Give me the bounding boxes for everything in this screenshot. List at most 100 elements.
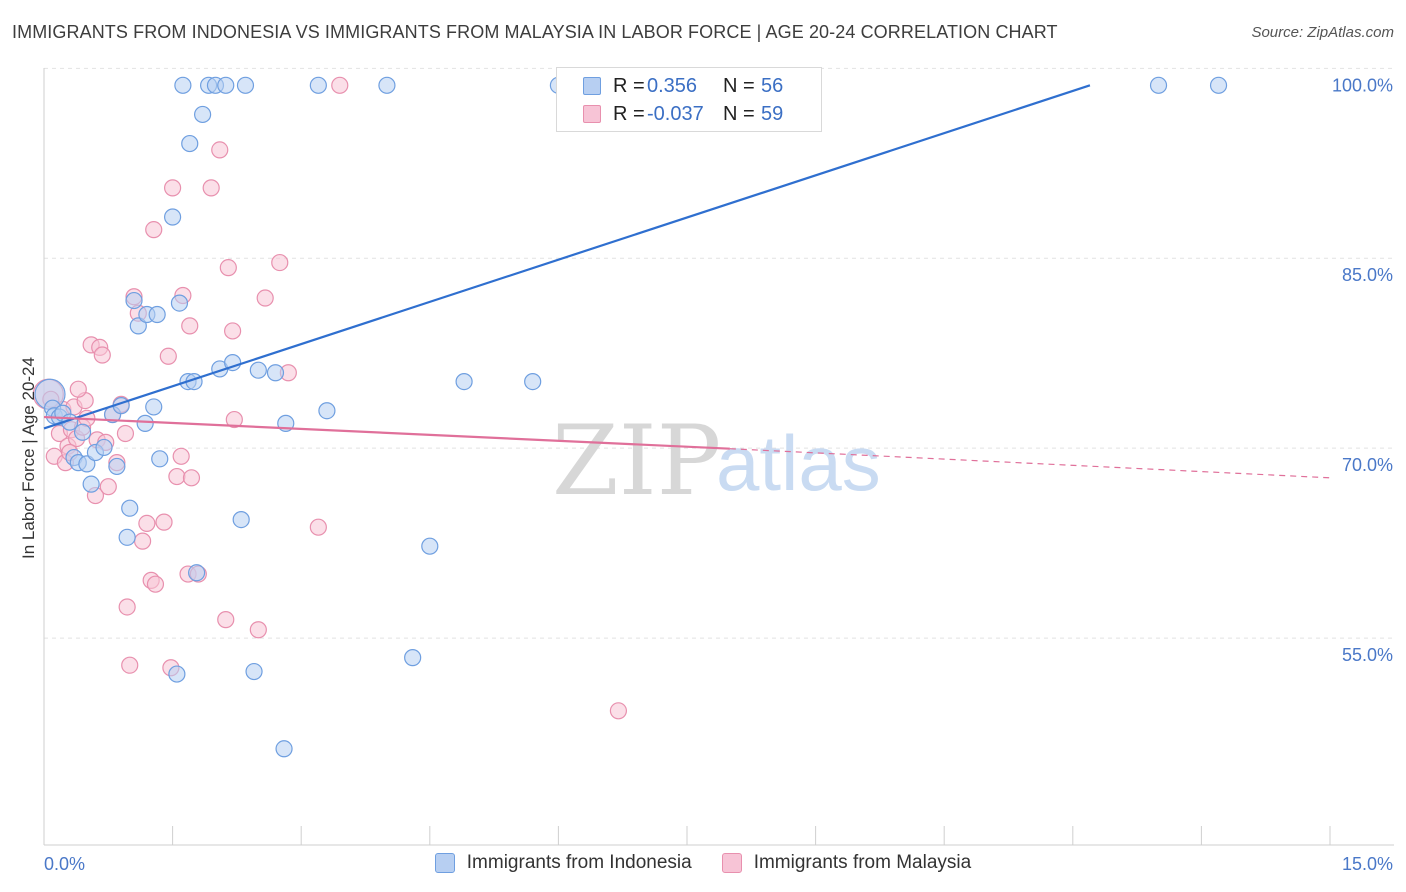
indonesia-point <box>524 372 542 391</box>
gridlines <box>44 67 1394 639</box>
malaysia-point <box>181 317 199 335</box>
indonesia-point <box>249 361 267 379</box>
y-tick-label: 70.0% <box>1342 455 1393 475</box>
malaysia-point <box>172 447 190 465</box>
malaysia-point <box>146 575 165 593</box>
r-value: -0.037 <box>647 102 704 125</box>
y-tick-label: 85.0% <box>1342 265 1393 285</box>
n-label: N = <box>723 102 755 125</box>
indonesia-point <box>309 76 327 94</box>
n-label: N = <box>723 74 755 97</box>
series-legend: Immigrants from Indonesia Immigrants fro… <box>0 852 1406 874</box>
indonesia-point <box>170 294 189 312</box>
malaysia-point <box>331 76 349 94</box>
indonesia-point <box>217 76 235 94</box>
malaysia-point <box>145 221 163 239</box>
malaysia-swatch <box>583 105 601 123</box>
malaysia-trend-line <box>43 415 730 450</box>
malaysia-point <box>164 179 182 197</box>
chart-title: IMMIGRANTS FROM INDONESIA VS IMMIGRANTS … <box>12 22 1058 42</box>
malaysia-point <box>168 467 186 486</box>
r-label: R = <box>613 74 645 97</box>
watermark: ZIP atlas <box>552 405 881 517</box>
ticks: 55.0% 70.0% 85.0% 100.0% 0.0% 15.0% <box>43 75 1393 874</box>
legend-item-malaysia[interactable]: Immigrants from Malaysia <box>721 852 972 874</box>
indonesia-point <box>378 76 396 94</box>
malaysia-point <box>182 469 201 487</box>
malaysia-point <box>225 410 243 429</box>
indonesia-point <box>224 354 242 372</box>
indonesia-point <box>1149 76 1168 94</box>
indonesia-point <box>164 208 182 226</box>
malaysia-trend-extension <box>729 448 1331 479</box>
y-tick-label: 55.0% <box>1342 645 1393 665</box>
malaysia-point <box>69 380 87 398</box>
indonesia-point <box>78 455 96 473</box>
legend-row-malaysia: R = -0.037 N = 59 <box>583 100 783 128</box>
indonesia-point <box>168 665 186 683</box>
malaysia-point <box>609 702 628 720</box>
indonesia-point <box>421 537 439 555</box>
malaysia-point <box>224 322 242 340</box>
series-malaysia-points <box>32 76 628 720</box>
indonesia-point <box>145 398 163 416</box>
legend-row-indonesia: R = 0.356 N = 56 <box>583 72 783 100</box>
indonesia-point <box>148 305 166 324</box>
indonesia-point <box>318 402 336 420</box>
malaysia-point <box>116 424 135 443</box>
indonesia-point <box>232 511 250 529</box>
trend-lines <box>43 84 1331 479</box>
malaysia-point <box>249 621 267 639</box>
series-indonesia-points <box>34 76 1228 758</box>
malaysia-point <box>256 289 274 307</box>
stats-legend: R = 0.356 N = 56 R = -0.037 N = 59 <box>556 67 822 132</box>
y-tick-label: 100.0% <box>1332 75 1393 95</box>
x-tick-label: 0.0% <box>44 854 85 874</box>
indonesia-point <box>236 76 255 94</box>
malaysia-point <box>155 513 173 531</box>
indonesia-point <box>125 291 143 310</box>
indonesia-point <box>136 414 154 432</box>
indonesia-point <box>118 528 136 546</box>
indonesia-point <box>188 564 206 582</box>
legend-item-indonesia[interactable]: Immigrants from Indonesia <box>434 852 692 874</box>
malaysia-point <box>159 347 177 365</box>
malaysia-point <box>202 179 220 197</box>
malaysia-point <box>93 346 111 364</box>
x-tick-label: 15.0% <box>1342 854 1393 874</box>
r-value: 0.356 <box>647 74 698 97</box>
indonesia-point <box>455 372 473 391</box>
source-label: Source: ZipAtlas.com <box>1251 24 1394 41</box>
indonesia-point <box>266 364 285 382</box>
axes <box>43 68 1394 846</box>
indonesia-legend-swatch <box>434 853 455 873</box>
malaysia-point <box>211 141 229 159</box>
malaysia-point <box>121 656 139 674</box>
indonesia-point <box>404 649 422 667</box>
malaysia-point <box>138 514 156 533</box>
indonesia-point <box>73 423 92 441</box>
watermark-atlas: atlas <box>716 419 881 507</box>
legend-label-malaysia: Immigrants from Malaysia <box>753 852 972 873</box>
malaysia-point <box>118 598 136 616</box>
indonesia-point <box>151 450 169 468</box>
indonesia-point <box>194 105 212 124</box>
indonesia-point <box>275 740 293 758</box>
indonesia-point <box>108 457 126 476</box>
n-value: 56 <box>761 74 784 97</box>
malaysia-point <box>309 518 327 536</box>
indonesia-point <box>245 662 263 681</box>
malaysia-point <box>133 532 152 550</box>
indonesia-point <box>129 317 147 335</box>
indonesia-point <box>1209 76 1228 94</box>
indonesia-point <box>82 475 100 493</box>
malaysia-legend-swatch <box>721 853 742 873</box>
watermark-zip: ZIP <box>552 405 721 517</box>
malaysia-point <box>271 253 289 272</box>
indonesia-point <box>121 499 139 517</box>
malaysia-point <box>219 259 237 277</box>
indonesia-point <box>174 76 192 94</box>
indonesia-point <box>181 134 199 153</box>
legend-label-indonesia: Immigrants from Indonesia <box>466 852 692 873</box>
